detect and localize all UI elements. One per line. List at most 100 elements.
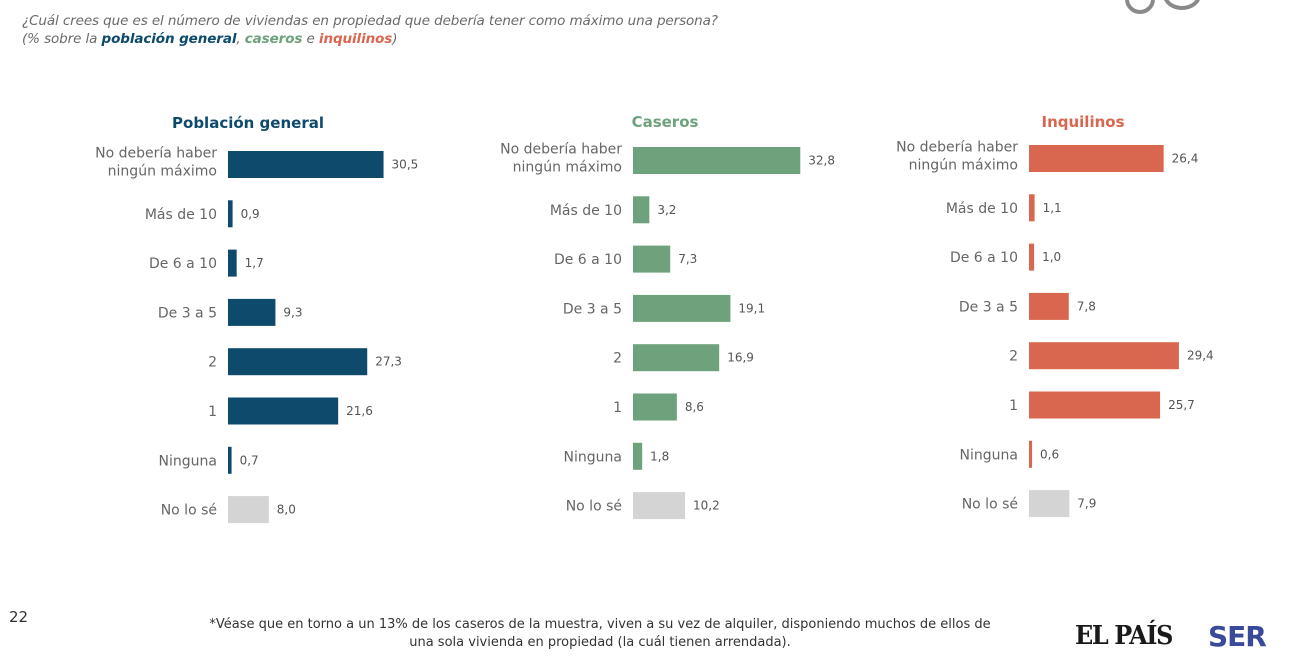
bar-no-deberia-haber-ningun-maximo [633,147,801,174]
category-label: Más de 10 [550,203,622,219]
value-label: 16,9 [727,351,754,365]
category-label: Ninguna [159,453,217,469]
bar-charts: Población general No debería haber ningún … [95,113,1214,524]
subtitle-general: población general [101,31,237,47]
value-label: 8,6 [685,400,704,414]
category-label: No lo sé [566,499,622,515]
category-label-line: ningún máximo [513,160,622,176]
subtitle-suffix: ) [392,31,398,47]
category-label: Ninguna [960,447,1018,463]
category-label: De 6 a 10 [149,256,217,272]
category-label: No debería haber ningún máximo [896,140,1018,174]
footnote: *Véase que en torno a un 13% de los case… [160,616,1040,652]
bar-1 [228,397,339,425]
value-label: 32,8 [808,154,835,168]
value-label: 1,8 [650,449,669,463]
bar-2 [228,348,368,376]
category-label: No lo sé [161,503,217,519]
category-label: No debería haber ningún máximo [500,142,622,176]
el-pais-logo: EL PAÍS [1075,621,1173,651]
category-label-line: ningún máximo [909,158,1018,174]
chart-panel-caseros: Caseros No debería haber ningún máximo 32,8… [500,113,835,520]
panel-title: Inquilinos [1041,113,1124,131]
value-label: 10,2 [693,499,720,513]
question-text: ¿Cuál crees que es el número de vivienda… [22,12,718,48]
category-label-line: No debería haber [896,140,1018,156]
question-line-2: (% sobre la población general, caseros e… [22,30,718,48]
footnote-line-2: una sola vivienda en propiedad (la cuál … [409,635,791,650]
value-label: 7,3 [678,252,697,266]
category-label: No debería haber ningún máximo [95,146,217,180]
category-label: De 3 a 5 [563,301,622,317]
category-label: De 6 a 10 [950,250,1018,266]
bar-no-lo-se [228,496,269,524]
value-label: 7,9 [1077,497,1096,511]
category-label: Más de 10 [946,201,1018,217]
value-label: 8,0 [277,503,296,517]
bar-mas-de-10 [633,196,650,224]
bar-mas-de-10 [1029,194,1035,222]
subtitle-caseros: caseros [244,31,303,47]
category-label-line: ningún máximo [108,164,217,180]
value-label: 30,5 [392,158,419,172]
category-label: 2 [613,351,622,367]
page-number: 22 [9,608,29,626]
bar-de-6-a-10 [228,249,237,277]
category-label: 2 [1009,349,1018,365]
footnote-line-1: *Véase que en torno a un 13% de los case… [209,617,991,632]
subtitle-inquilinos: inquilinos [318,31,393,47]
value-label: 0,9 [241,207,260,221]
bar-de-3-a-5 [633,294,731,322]
bar-de-6-a-10 [633,245,671,273]
bar-mas-de-10 [228,200,233,228]
category-label: Ninguna [564,449,622,465]
bar-de-6-a-10 [1029,243,1035,271]
chart-panel-poblacion-general: Población general No debería haber ningún … [95,114,419,524]
category-label: Más de 10 [145,207,217,223]
ser-logo: SER [1208,620,1267,653]
bar-no-lo-se [633,492,686,520]
value-label: 1,1 [1043,201,1062,215]
bar-no-deberia-haber-ningun-maximo [228,151,384,178]
bar-1 [633,393,677,421]
question-line-1: ¿Cuál crees que es el número de vivienda… [22,13,718,29]
bar-no-deberia-haber-ningun-maximo [1029,145,1164,172]
category-label: De 3 a 5 [959,299,1018,315]
bar-2 [1029,342,1179,370]
bar-no-lo-se [1029,490,1070,518]
value-label: 25,7 [1168,398,1195,412]
value-label: 1,0 [1042,250,1061,264]
value-label: 19,1 [738,301,765,315]
category-label: 2 [208,355,217,371]
category-label-line: No debería haber [95,146,217,162]
bar-ninguna [1029,440,1033,468]
value-label: 0,6 [1040,447,1059,461]
value-label: 26,4 [1172,152,1199,166]
category-label: De 6 a 10 [554,252,622,268]
value-label: 9,3 [283,305,302,319]
bar-ninguna [633,442,643,470]
value-label: 0,7 [240,453,259,467]
subtitle-prefix: (% sobre la [22,31,102,47]
category-label: De 3 a 5 [158,305,217,321]
bar-1 [1029,391,1161,419]
category-label-line: No debería haber [500,142,622,158]
category-label: 1 [208,404,217,420]
subtitle-sep: e [302,31,319,47]
category-label: 1 [613,400,622,416]
value-label: 21,6 [346,404,373,418]
value-label: 3,2 [657,203,676,217]
category-label: No lo sé [962,497,1018,513]
value-label: 1,7 [245,256,264,270]
bar-de-3-a-5 [228,298,276,326]
bar-ninguna [228,446,232,474]
category-label: 1 [1009,398,1018,414]
panel-title: Caseros [632,113,699,131]
chart-panel-inquilinos: Inquilinos No debería haber ningún máximo 2… [896,113,1214,518]
value-label: 29,4 [1187,349,1214,363]
panel-title: Población general [172,114,324,132]
bar-de-3-a-5 [1029,292,1069,320]
bar-2 [633,344,720,372]
value-label: 7,8 [1077,299,1096,313]
value-label: 27,3 [375,355,402,369]
